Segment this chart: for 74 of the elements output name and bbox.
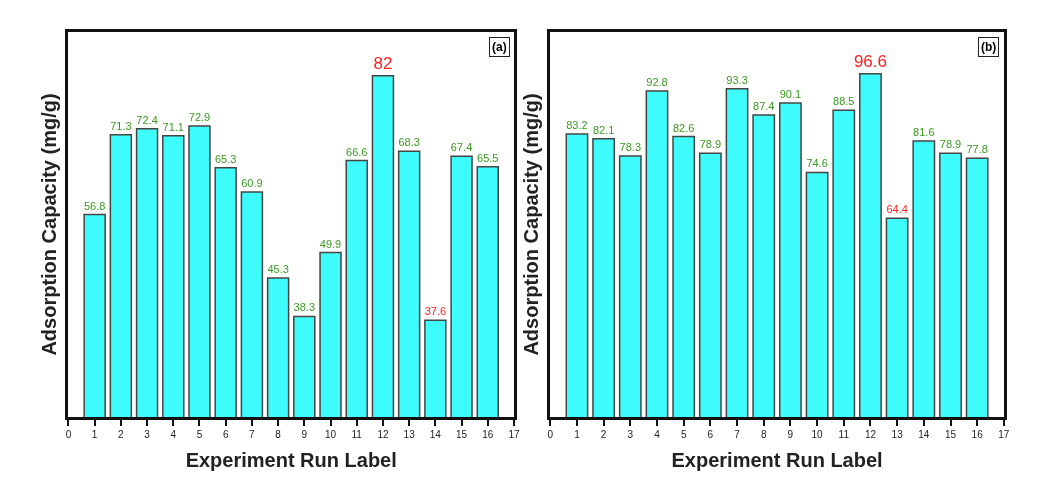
x-tick-label: 17 — [998, 429, 1010, 441]
data-label: 82 — [373, 53, 393, 73]
x-tick-label: 16 — [971, 429, 984, 441]
x-tick-label: 0 — [65, 429, 72, 441]
x-tick-label: 14 — [918, 429, 930, 441]
y-axis-title: Adsorption Capacity (mg/g) — [37, 93, 60, 356]
x-tick-label: 9 — [787, 429, 794, 441]
x-tick-label: 12 — [864, 429, 877, 441]
x-tick-label: 9 — [301, 429, 308, 441]
x-tick-label: 3 — [144, 429, 151, 441]
data-label: 72.4 — [136, 113, 158, 126]
y-axis-title: Adsorption Capacity (mg/g) — [519, 93, 542, 356]
x-tick-label: 1 — [91, 429, 98, 441]
data-label: 71.1 — [162, 120, 184, 133]
x-tick-label: 14 — [429, 429, 442, 441]
data-label: 49.9 — [319, 237, 342, 250]
data-label: 56.8 — [83, 199, 106, 212]
x-tick-label: 6 — [222, 429, 229, 441]
data-label: 65.5 — [477, 151, 499, 164]
x-tick-label: 2 — [600, 429, 607, 441]
x-tick-label: 4 — [654, 429, 661, 441]
x-tick-label: 7 — [734, 429, 741, 441]
x-tick-label: 10 — [324, 429, 337, 441]
x-tick-label: 15 — [456, 429, 468, 441]
data-label: 92.8 — [646, 75, 668, 88]
data-label: 82.6 — [672, 121, 695, 134]
x-tick-label: 16 — [482, 429, 494, 441]
data-label: 83.2 — [566, 118, 588, 131]
data-label: 96.6 — [853, 51, 887, 71]
data-label: 88.5 — [833, 95, 855, 108]
data-label: 93.3 — [726, 73, 748, 86]
x-tick-label: 4 — [170, 429, 177, 441]
x-tick-label: 13 — [891, 429, 904, 441]
x-tick-label: 17 — [508, 429, 520, 441]
data-label: 87.4 — [753, 100, 775, 113]
x-axis-title: Experiment Run Label — [671, 448, 883, 471]
x-tick-label: 15 — [944, 429, 957, 441]
data-label: 81.6 — [913, 126, 935, 139]
annotation: (a) — [492, 40, 507, 54]
x-tick-label: 13 — [403, 429, 416, 441]
x-tick-label: 7 — [249, 429, 256, 441]
x-axis-title: Experiment Run Label — [185, 448, 397, 471]
x-tick-label: 2 — [118, 429, 125, 441]
data-label: 78.9 — [939, 138, 962, 151]
data-label: 65.3 — [214, 152, 237, 165]
data-label: 60.9 — [241, 176, 263, 189]
data-label: 64.4 — [886, 203, 908, 216]
data-label: 68.3 — [398, 136, 420, 149]
data-label: 37.6 — [424, 305, 447, 318]
data-label: 90.1 — [779, 87, 802, 100]
x-tick-label: 8 — [275, 429, 282, 441]
data-label: 67.4 — [450, 141, 473, 154]
x-tick-label: 12 — [377, 429, 389, 441]
x-tick-label: 5 — [680, 429, 687, 441]
data-label: 78.9 — [699, 138, 722, 151]
data-label: 82.1 — [592, 123, 615, 136]
annotation: (b) — [981, 40, 997, 54]
data-label: 45.3 — [267, 262, 289, 275]
x-tick-label: 10 — [811, 429, 824, 441]
x-tick-label: 8 — [760, 429, 767, 441]
x-tick-label: 11 — [351, 429, 363, 441]
data-label: 66.6 — [346, 145, 368, 158]
x-tick-label: 1 — [574, 429, 581, 441]
x-tick-label: 3 — [627, 429, 634, 441]
x-tick-label: 0 — [547, 429, 554, 441]
data-label: 72.9 — [188, 110, 211, 123]
x-tick-label: 11 — [838, 429, 850, 441]
data-label: 74.6 — [806, 157, 828, 170]
data-label: 38.3 — [293, 301, 316, 314]
x-tick-label: 5 — [196, 429, 203, 441]
data-label: 78.3 — [619, 140, 642, 153]
data-label: 71.3 — [110, 119, 132, 132]
x-tick-label: 6 — [707, 429, 714, 441]
data-label: 77.8 — [966, 143, 988, 156]
